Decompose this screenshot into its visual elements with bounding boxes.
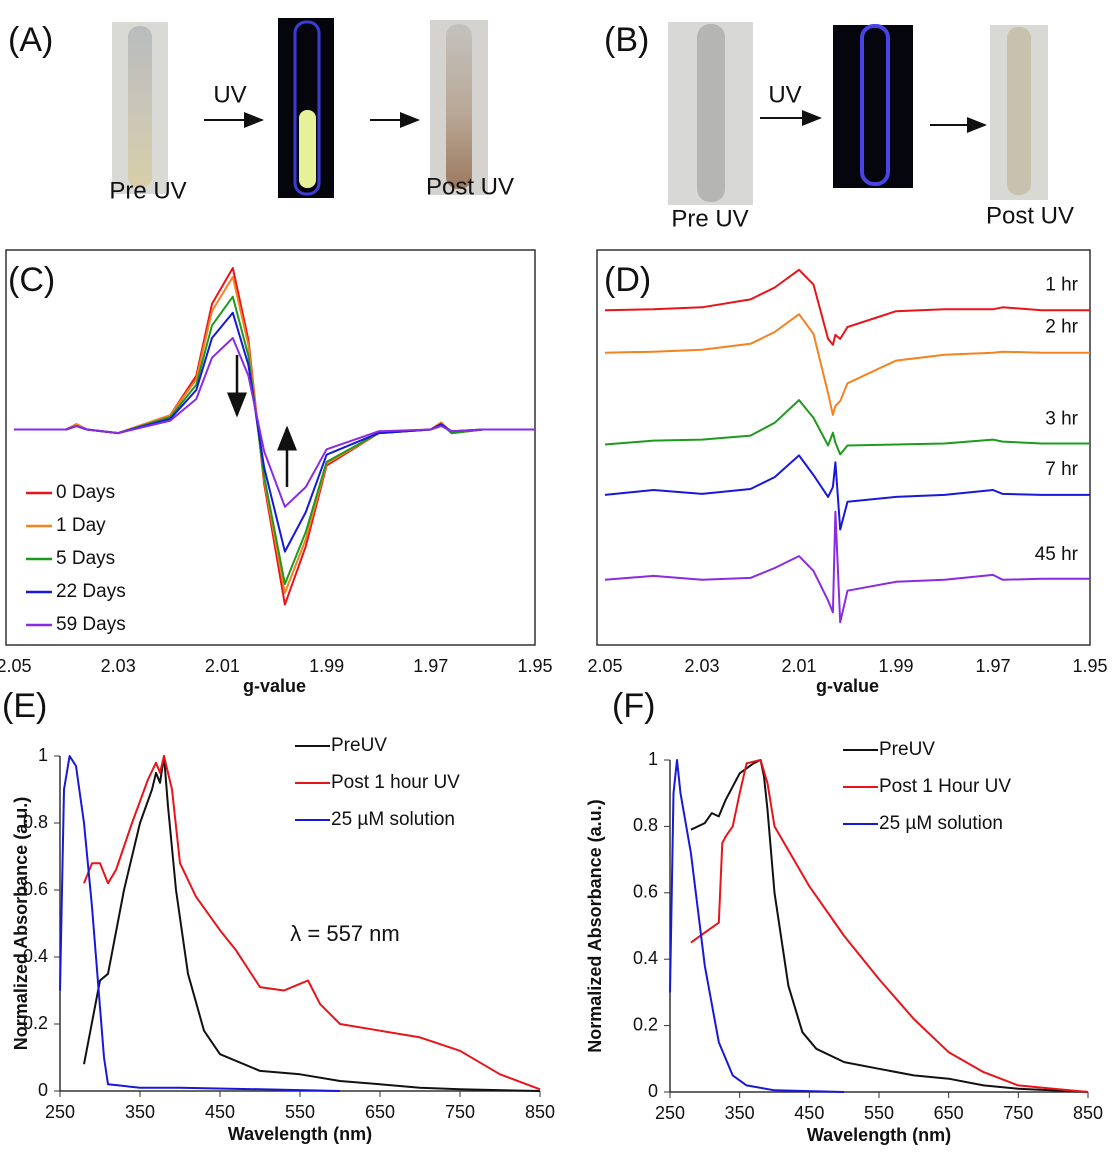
y-tick-label: 0.8: [633, 815, 658, 835]
arrow-label: UV: [768, 81, 801, 108]
x-tick-label: 2.03: [101, 656, 136, 676]
after-label: Post UV: [426, 173, 514, 200]
x-tick-label: 2.05: [587, 656, 622, 676]
x-tick-label: 250: [45, 1102, 75, 1122]
x-axis-title: Wavelength (nm): [228, 1124, 372, 1144]
panel-label: (F): [612, 687, 655, 725]
x-tick-label: 850: [1073, 1103, 1103, 1123]
x-tick-label: 1.95: [517, 656, 552, 676]
legend-label: 25 µM solution: [331, 809, 455, 830]
series-line: [604, 510, 1090, 624]
y-tick-label: 0.2: [23, 1013, 48, 1033]
series-line: [669, 759, 845, 1093]
legend-label: 5 Days: [56, 548, 115, 569]
y-tick-label: 0: [38, 1080, 48, 1100]
x-tick-label: 1.99: [878, 656, 913, 676]
tube: [446, 24, 472, 189]
y-tick-label: 0.8: [23, 812, 48, 832]
x-tick-label: 2.03: [684, 656, 719, 676]
legend-label: Post 1 Hour UV: [879, 776, 1011, 797]
y-tick-label: 0.4: [23, 946, 48, 966]
y-tick-label: 1: [38, 745, 48, 765]
x-tick-label: 1.97: [413, 656, 448, 676]
series-label: 3 hr: [1045, 409, 1078, 430]
series-line: [604, 399, 1090, 456]
plot-frame: [596, 249, 1091, 646]
legend-label: 22 Days: [56, 581, 126, 602]
x-tick-label: 750: [1003, 1103, 1033, 1123]
plot-frame: [5, 249, 536, 646]
photo-panel-a: (A) UV Pre UV Post UV: [8, 18, 514, 204]
panel-label: (E): [2, 687, 47, 725]
y-tick-label: 0.6: [23, 879, 48, 899]
series-label: 2 hr: [1045, 317, 1078, 338]
y-tick-label: 1: [648, 749, 658, 769]
y-tick-label: 0.6: [633, 882, 658, 902]
x-tick-label: 550: [285, 1102, 315, 1122]
series-label: 1 hr: [1045, 274, 1078, 295]
panel-label: (D): [604, 261, 651, 299]
tube: [1007, 27, 1031, 195]
series-line: [59, 755, 341, 1092]
tube: [860, 24, 890, 186]
series-line: [604, 313, 1090, 416]
y-axis-title: Normalized Absorbance (a.u.): [585, 799, 605, 1052]
panel-label: (B): [604, 21, 649, 59]
x-tick-label: 1.99: [309, 656, 344, 676]
x-tick-label: 650: [934, 1103, 964, 1123]
series-line: [83, 755, 541, 1092]
series-line: [604, 454, 1090, 531]
panel-label: (A): [8, 21, 53, 59]
x-tick-label: 2.01: [205, 656, 240, 676]
x-tick-label: 450: [205, 1102, 235, 1122]
x-tick-label: 2.05: [0, 656, 32, 676]
tube: [697, 24, 725, 202]
legend-label: 0 Days: [56, 482, 115, 503]
x-tick-label: 550: [864, 1103, 894, 1123]
x-tick-label: 1.95: [1072, 656, 1107, 676]
legend-label: 59 Days: [56, 614, 126, 635]
y-tick-label: 0.4: [633, 948, 658, 968]
after-label: Post UV: [986, 202, 1074, 229]
tube: [293, 20, 321, 196]
glow: [299, 110, 316, 188]
series-line: [604, 268, 1090, 346]
before-label: Pre UV: [671, 205, 748, 232]
photo-uv: [833, 25, 913, 188]
legend-label: PreUV: [879, 739, 935, 760]
legend-label: 1 Day: [56, 515, 106, 536]
x-tick-label: 1.97: [975, 656, 1010, 676]
x-axis-title: g-value: [816, 676, 879, 696]
y-tick-label: 0: [648, 1081, 658, 1101]
legend-label: 25 µM solution: [879, 813, 1003, 834]
x-tick-label: 2.01: [781, 656, 816, 676]
x-axis-title: g-value: [243, 676, 306, 696]
legend-label: Post 1 hour UV: [331, 772, 460, 793]
series-line: [690, 759, 1089, 1093]
series-label: 45 hr: [1035, 544, 1079, 565]
photo-panel-b: (B) UV Pre UV Post UV: [604, 21, 1074, 232]
y-axis-title: Normalized Absorbance (a.u.): [11, 797, 31, 1050]
x-tick-label: 450: [794, 1103, 824, 1123]
panel-label: (C): [8, 261, 55, 299]
legend-label: PreUV: [331, 735, 387, 756]
series-line: [690, 759, 1089, 1093]
series-line: [83, 755, 541, 1091]
x-tick-label: 650: [365, 1102, 395, 1122]
before-label: Pre UV: [109, 177, 186, 204]
x-axis-title: Wavelength (nm): [807, 1125, 951, 1145]
x-tick-label: 250: [655, 1103, 685, 1123]
tube: [128, 26, 152, 188]
series-line: [14, 337, 535, 508]
annotation: λ = 557 nm: [290, 921, 399, 946]
series-label: 7 hr: [1045, 459, 1078, 480]
arrow-label: UV: [213, 81, 246, 108]
x-tick-label: 850: [525, 1102, 555, 1122]
x-tick-label: 350: [725, 1103, 755, 1123]
x-tick-label: 750: [445, 1102, 475, 1122]
x-tick-label: 350: [125, 1102, 155, 1122]
y-tick-label: 0.2: [633, 1014, 658, 1034]
